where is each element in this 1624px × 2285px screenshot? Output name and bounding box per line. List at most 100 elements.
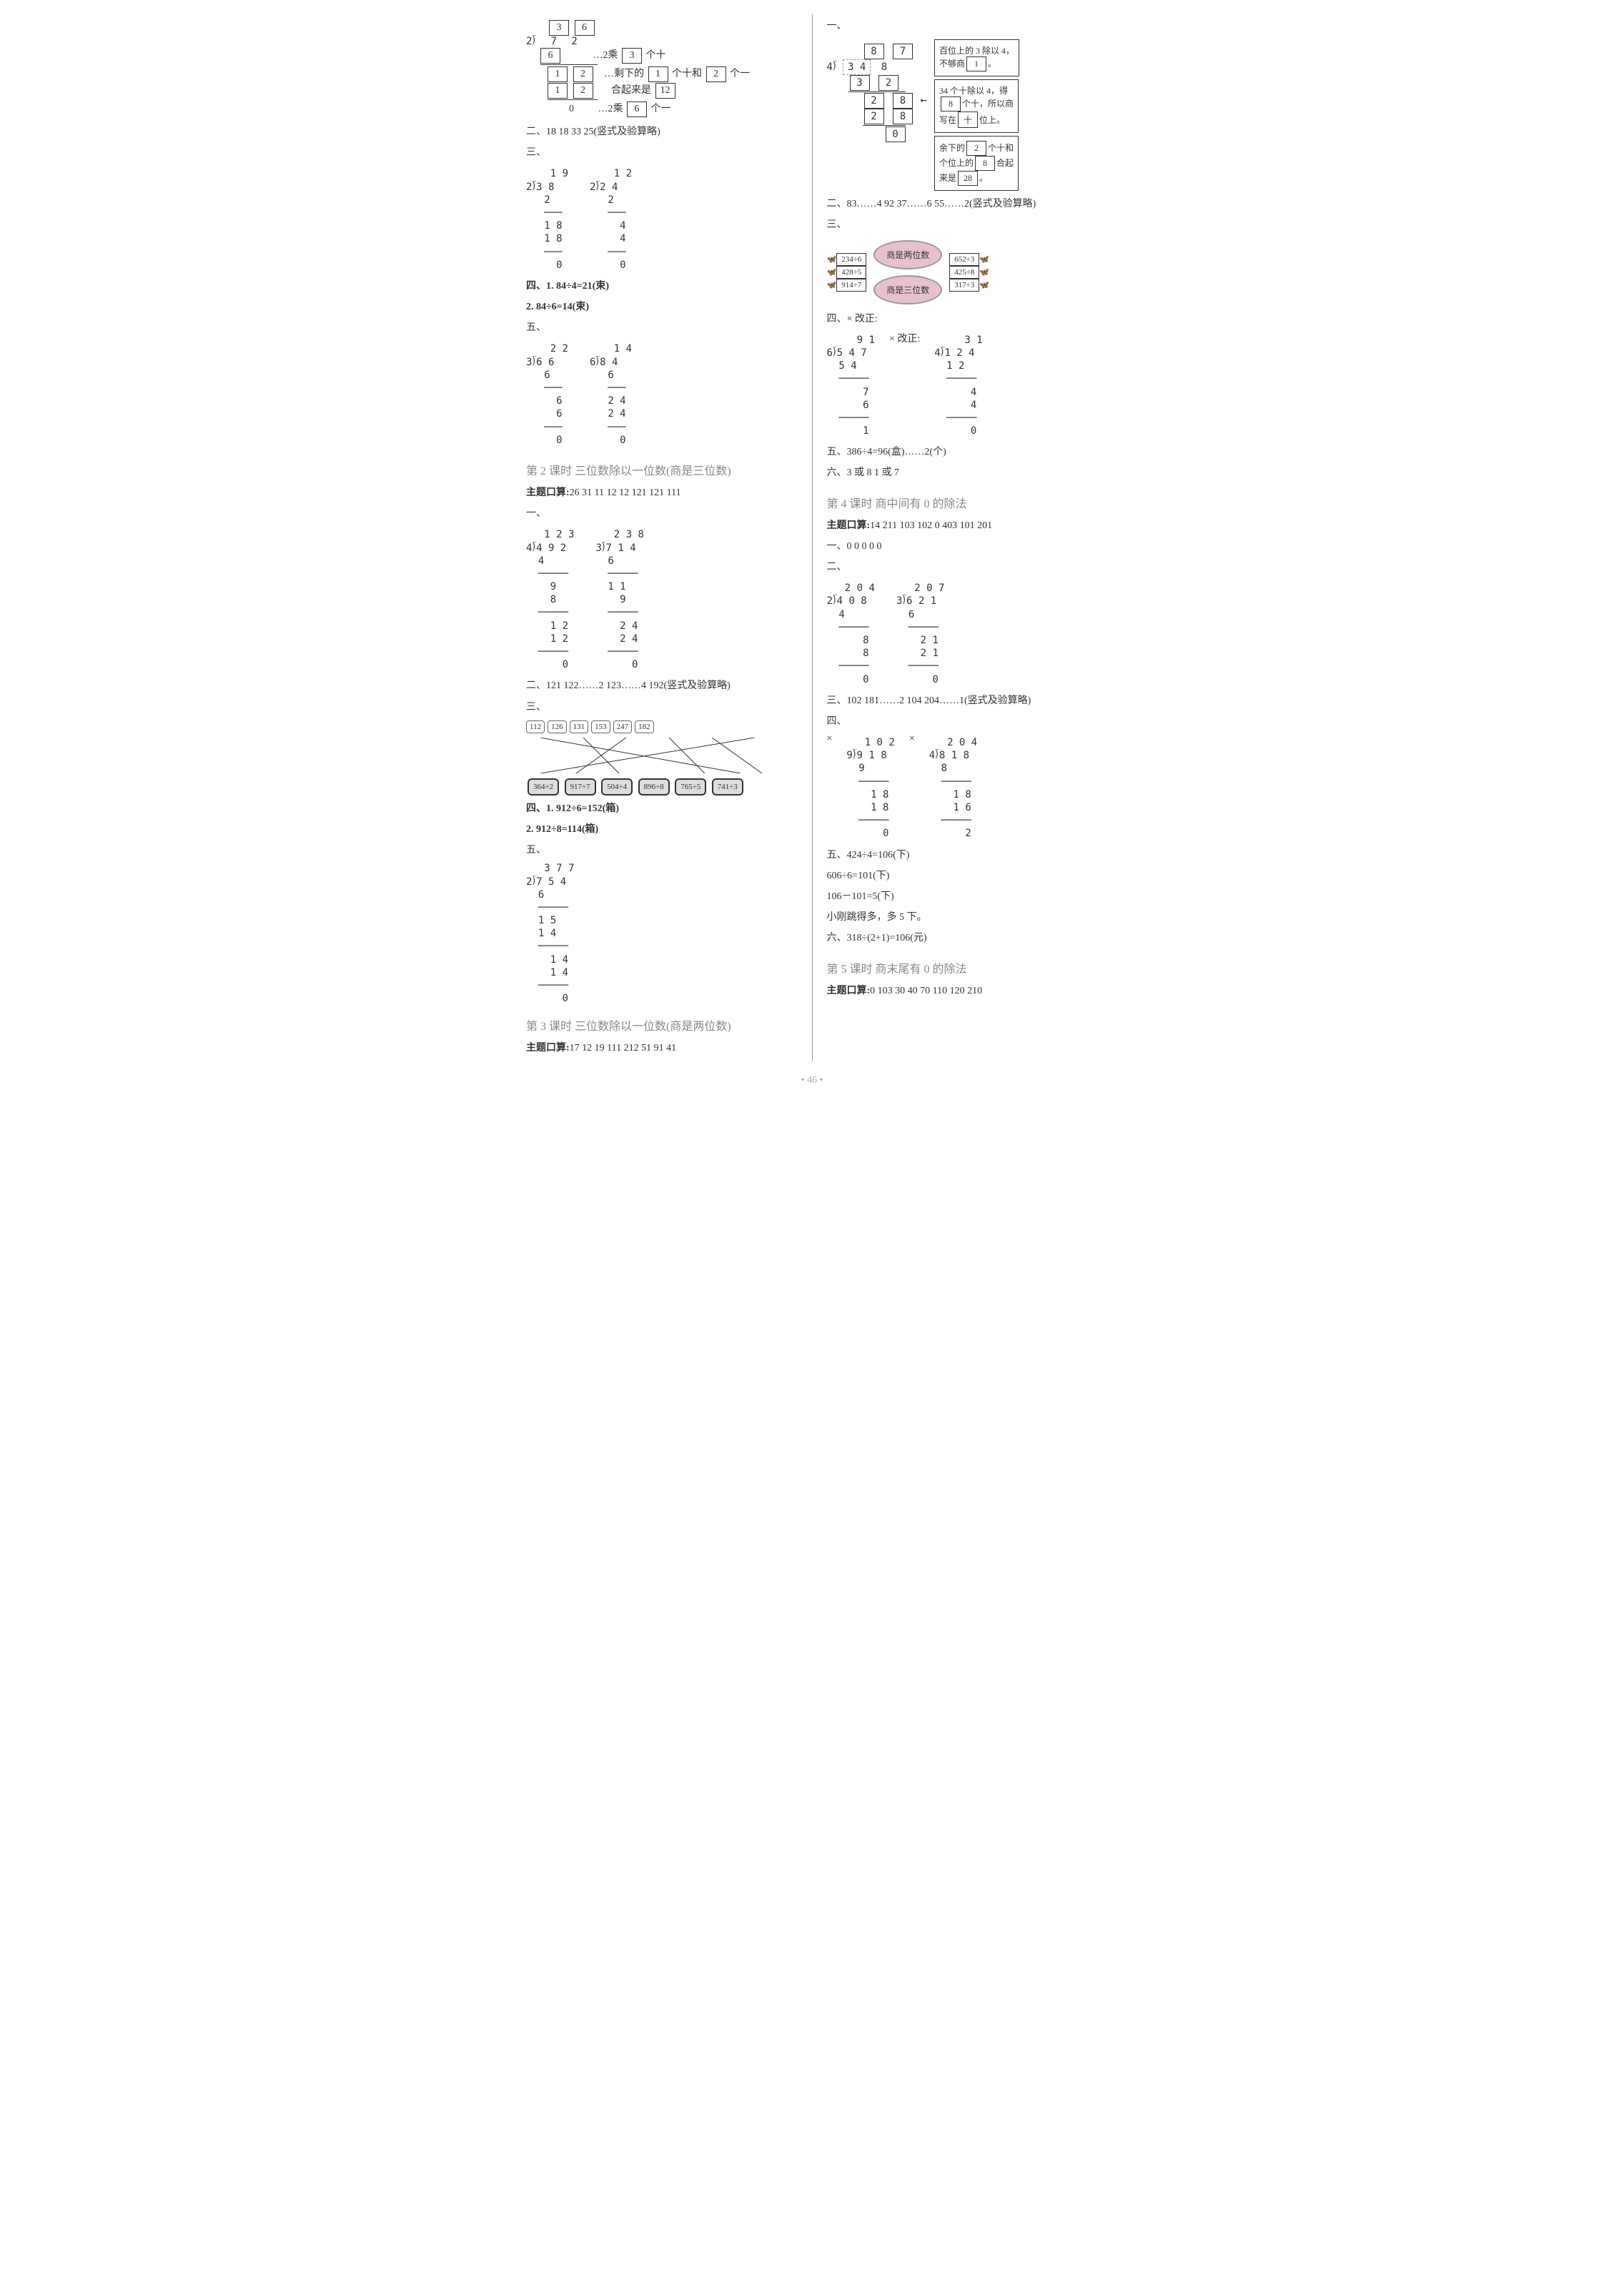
l4-sec5-2: 606÷6=101(下) xyxy=(827,867,1099,885)
l4-sec4-label: 四、 xyxy=(827,713,1099,730)
l2-div1: 1 2 3 4⟌4 9 2 4 ───── 9 8 ───── 1 2 1 2 … xyxy=(526,528,574,671)
l4-sec2-label: 二、 xyxy=(827,558,1099,576)
l4-div1: 2 0 4 2⟌4 0 8 4 ───── 8 8 ───── 0 xyxy=(827,582,875,686)
l4-sec1: 一、0 0 0 0 0 xyxy=(827,537,1099,555)
mq-1: 7 xyxy=(893,44,913,59)
lesson4-title: 第 4 课时 商中间有 0 的除法 xyxy=(827,494,1099,511)
butterfly-icon: 🦋914÷7 xyxy=(827,279,867,292)
l2-sec5-label: 五、 xyxy=(526,841,798,859)
r1-a: 1 xyxy=(548,66,568,82)
key-4: 247 xyxy=(613,720,633,733)
key-0: 112 xyxy=(526,720,545,733)
ms1-0: 3 xyxy=(850,75,870,91)
sec4-1: 四、1. 84÷4=21(束) xyxy=(526,277,798,295)
r-sec3-label: 三、 xyxy=(827,216,1099,234)
ms1-1: 2 xyxy=(878,75,898,91)
dividend-ones: 2 xyxy=(571,36,577,47)
combine-box: 12 xyxy=(655,83,675,99)
step1-suffix: 个十 xyxy=(646,50,666,61)
l2-div5: 3 7 7 2⟌7 5 4 6 ───── 1 5 1 4 ───── 1 4 … xyxy=(526,862,798,1005)
sec4-mid: × 改正: xyxy=(889,331,920,345)
locks-row: 364÷2 917÷7 504÷4 896÷8 765÷5 741÷3 xyxy=(526,777,798,797)
l2-div2: 2 3 8 3⟌7 1 4 6 ───── 1 1 9 ───── 2 4 2 … xyxy=(595,528,643,671)
l4-sec5-1: 五、424÷4=106(下) xyxy=(827,846,1099,864)
lock-1: 917÷7 xyxy=(565,778,596,795)
ladybug-2: 商是三位数 xyxy=(873,275,942,304)
combine-label: 合起来是 xyxy=(611,85,651,96)
step1-val: 6 xyxy=(540,48,560,64)
key-1: 126 xyxy=(548,720,567,733)
annotation-1: 百位上的 3 除以 4， 不够商1。 xyxy=(934,39,1019,76)
last-suffix: 个一 xyxy=(651,104,671,114)
l2-sec1-label: 一、 xyxy=(526,505,798,522)
l5-kousuan-label: 主题口算: xyxy=(827,986,871,996)
butterfly-icon: 317÷3🦋 xyxy=(949,279,989,292)
sec4-div1: 9 1 6⟌5 4 7 5 4 ───── 7 6 ───── 1 xyxy=(827,334,875,438)
l3-kousuan: 17 12 19 111 212 51 91 41 xyxy=(570,1043,676,1054)
sec4-div2: 3 1 4⟌1 2 4 1 2 ───── 4 4 ───── 0 xyxy=(934,334,982,438)
ms3-1: 8 xyxy=(893,109,913,124)
sec3-div1: 1 9 2⟌3 8 2 ─── 1 8 1 8 ─── 0 xyxy=(526,167,568,272)
sec5-label: 五、 xyxy=(526,319,798,337)
comb-b: 2 xyxy=(573,83,593,99)
quotient-tens: 3 xyxy=(549,20,569,36)
sec3-div2: 1 2 2⟌2 4 2 ─── 4 4 ─── 0 xyxy=(590,167,632,272)
step1-box: 3 xyxy=(622,48,642,64)
sec4-prefix: 四、× 改正: xyxy=(827,314,878,324)
l4-sec3: 三、102 181……2 104 204……1(竖式及验算略) xyxy=(827,692,1099,710)
last-zero: 0 xyxy=(569,104,574,114)
ms4: 0 xyxy=(886,127,906,142)
l4-x2: × xyxy=(909,733,915,745)
lock-2: 504÷4 xyxy=(601,778,633,795)
r-sec5: 五、386÷4=96(盒)……2(个) xyxy=(827,443,1099,461)
match-lines xyxy=(526,738,783,773)
m-divisor: 4 xyxy=(827,61,833,73)
r-sec1-label: 一、 xyxy=(827,17,1099,35)
page-number: • 46 • xyxy=(14,1075,1610,1086)
r1-box1: 1 xyxy=(648,66,668,82)
key-3: 153 xyxy=(591,720,610,733)
lesson5-title: 第 5 课时 商末尾有 0 的除法 xyxy=(827,959,1099,976)
ms2-0: 2 xyxy=(864,93,884,109)
butterfly-icon: 🦋428÷5 xyxy=(827,266,867,279)
r-sec2: 二、83……4 92 37……6 55……2(竖式及验算略) xyxy=(827,195,1099,213)
ladybug-1: 商是两位数 xyxy=(873,240,942,269)
column-divider xyxy=(812,14,813,1061)
lock-4: 765÷5 xyxy=(675,778,706,795)
l5-kousuan: 0 103 30 40 70 110 120 210 xyxy=(870,986,982,996)
lock-3: 896÷8 xyxy=(638,778,670,795)
r-sec6: 六、3 或 8 1 或 7 xyxy=(827,464,1099,482)
dividend-tens: 7 xyxy=(551,36,557,47)
last-box: 6 xyxy=(627,101,647,117)
sec2-text: 二、18 18 33 25(竖式及验算略) xyxy=(526,123,798,141)
right-column: 一、 8 7 4⟌ 3 4 8 3 2 2 8 ← 2 xyxy=(827,14,1099,1061)
quotient-ones: 6 xyxy=(575,20,595,36)
l4-x1: × xyxy=(827,733,833,745)
butterfly-icon: 🦋234÷6 xyxy=(827,253,867,266)
r1-prefix: …剩下的 xyxy=(604,69,644,79)
r1-suffix: 个一 xyxy=(730,69,750,79)
arrow-icon: ← xyxy=(920,93,927,106)
lock-0: 364÷2 xyxy=(528,778,559,795)
l4-div2: 2 0 7 3⟌6 2 1 6 ───── 2 1 2 1 ───── 0 xyxy=(896,582,944,686)
annotated-division-main: 8 7 4⟌ 3 4 8 3 2 2 8 ← 2 8 xyxy=(827,44,928,142)
last-prefix: …2乘 xyxy=(598,104,623,114)
sec5-div1: 2 2 3⟌6 6 6 ─── 6 6 ─── 0 xyxy=(526,342,568,447)
l4-sec5-3: 106－101=5(下) xyxy=(827,888,1099,906)
keys-row: 112 126 131 153 247 182 xyxy=(526,720,798,733)
key-2: 131 xyxy=(570,720,589,733)
sec4-2: 2. 84÷6=14(束) xyxy=(526,298,798,316)
ms3-0: 2 xyxy=(864,109,884,124)
sec5-div2: 1 4 6⟌8 4 6 ─── 2 4 2 4 ─── 0 xyxy=(590,342,632,447)
annotation-3: 余下的2个十和 个位上的8合起 来是28。 xyxy=(934,136,1019,191)
butterfly-icon: 425÷8🦋 xyxy=(949,266,989,279)
lesson3-title: 第 3 课时 三位数除以一位数(商是两位数) xyxy=(526,1016,798,1034)
l2-sec4-1: 四、1. 912÷6=152(箱) xyxy=(526,800,798,818)
l4-sec6: 六、318÷(2+1)=106(元) xyxy=(827,929,1099,947)
comb-a: 1 xyxy=(548,83,568,99)
butterfly-icon: 652÷3🦋 xyxy=(949,253,989,266)
key-5: 182 xyxy=(635,720,654,733)
l4-div4a: 1 0 2 9⟌9 1 8 9 ───── 1 8 1 8 ───── 0 xyxy=(846,736,894,841)
l3-kousuan-label: 主题口算: xyxy=(526,1043,570,1054)
l4-kousuan: 14 211 103 102 0 403 101 201 xyxy=(870,520,992,531)
